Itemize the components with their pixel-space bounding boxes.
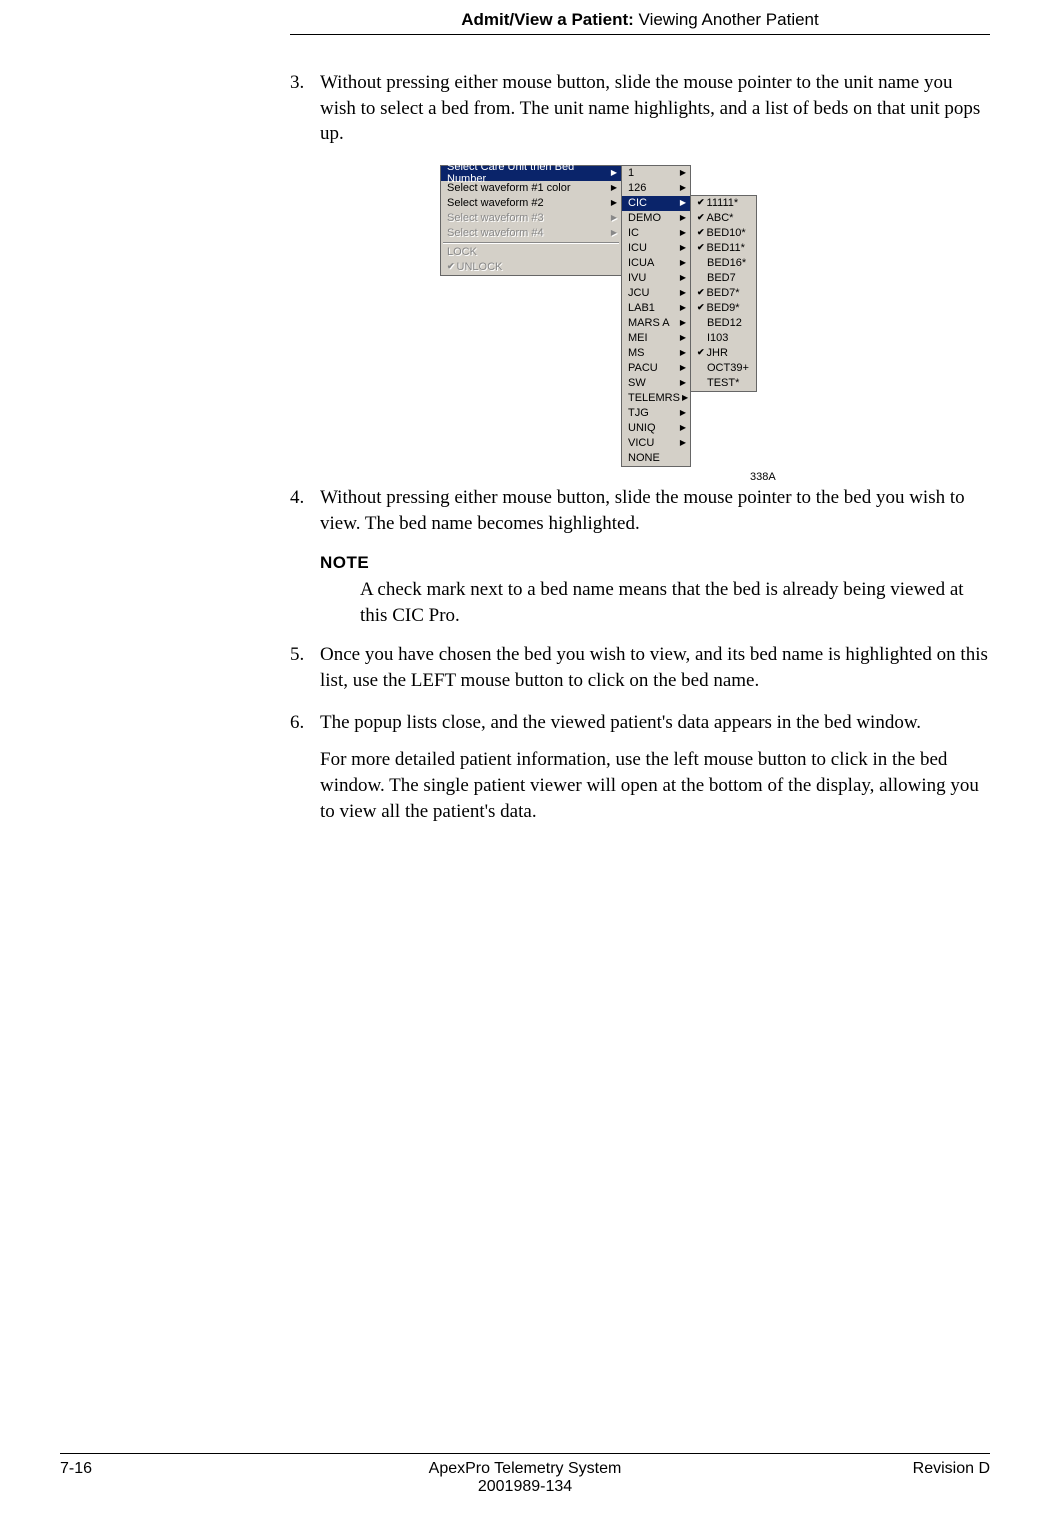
menu-item[interactable]: Select waveform #1 color▶ bbox=[441, 181, 621, 196]
step-3: 3. Without pressing either mouse button,… bbox=[290, 70, 990, 147]
unit-menu-item[interactable]: NONE bbox=[622, 451, 690, 466]
unit-menu-item[interactable]: SW▶ bbox=[622, 376, 690, 391]
main-menu: Select Care Unit then Bed Number▶Select … bbox=[440, 165, 622, 276]
unit-menu-item[interactable]: LAB1▶ bbox=[622, 301, 690, 316]
menu-item[interactable]: LOCK bbox=[441, 245, 621, 260]
menu-item[interactable]: Select Care Unit then Bed Number▶ bbox=[441, 166, 621, 181]
footer-revision: Revision D bbox=[758, 1460, 991, 1496]
step-text: The popup lists close, and the viewed pa… bbox=[320, 710, 990, 736]
note-label: NOTE bbox=[320, 552, 990, 575]
menu-item[interactable]: ✔UNLOCK bbox=[441, 260, 621, 275]
unit-menu-item[interactable]: TELEMRS▶ bbox=[622, 391, 690, 406]
unit-menu-item[interactable]: ICUA▶ bbox=[622, 256, 690, 271]
unit-menu-item[interactable]: UNIQ▶ bbox=[622, 421, 690, 436]
unit-menu-item[interactable]: IVU▶ bbox=[622, 271, 690, 286]
unit-menu-item[interactable]: 126▶ bbox=[622, 181, 690, 196]
step-text: Without pressing either mouse button, sl… bbox=[320, 485, 990, 536]
bed-menu-item[interactable]: BED16* bbox=[691, 256, 756, 271]
footer-page-num: 7-16 bbox=[60, 1460, 293, 1496]
figure-label: 338A bbox=[750, 470, 776, 485]
unit-menu-item[interactable]: JCU▶ bbox=[622, 286, 690, 301]
step-5: 5. Once you have chosen the bed you wish… bbox=[290, 642, 990, 693]
bed-menu-item[interactable]: ✔JHR bbox=[691, 346, 756, 361]
unit-menu-item[interactable]: ICU▶ bbox=[622, 241, 690, 256]
unit-menu-item[interactable]: PACU▶ bbox=[622, 361, 690, 376]
step-text: Once you have chosen the bed you wish to… bbox=[320, 642, 990, 693]
unit-menu-item[interactable]: 1▶ bbox=[622, 166, 690, 181]
content-area: 3. Without pressing either mouse button,… bbox=[290, 70, 990, 824]
step-number: 5. bbox=[290, 642, 320, 693]
unit-menu-item[interactable]: CIC▶ bbox=[622, 196, 690, 211]
unit-menu-item[interactable]: TJG▶ bbox=[622, 406, 690, 421]
extra-paragraph: For more detailed patient information, u… bbox=[320, 747, 990, 824]
step-6: 6. The popup lists close, and the viewed… bbox=[290, 710, 990, 736]
step-number: 4. bbox=[290, 485, 320, 536]
unit-menu-item[interactable]: VICU▶ bbox=[622, 436, 690, 451]
step-number: 3. bbox=[290, 70, 320, 147]
footer-docnum: 2001989-134 bbox=[293, 1478, 758, 1496]
unit-menu-item[interactable]: DEMO▶ bbox=[622, 211, 690, 226]
step-number: 6. bbox=[290, 710, 320, 736]
footer-product: ApexPro Telemetry System bbox=[293, 1460, 758, 1478]
menu-screenshot-figure: Select Care Unit then Bed Number▶Select … bbox=[440, 165, 990, 467]
bed-menu: ✔11111*✔ABC*✔BED10*✔BED11*BED16*BED7✔BED… bbox=[690, 195, 757, 392]
footer-center: ApexPro Telemetry System 2001989-134 bbox=[293, 1460, 758, 1496]
unit-menu-item[interactable]: MS▶ bbox=[622, 346, 690, 361]
bed-menu-item[interactable]: TEST* bbox=[691, 376, 756, 391]
bed-menu-item[interactable]: ✔BED7* bbox=[691, 286, 756, 301]
unit-menu-item[interactable]: MARS A▶ bbox=[622, 316, 690, 331]
menu-item[interactable]: Select waveform #2▶ bbox=[441, 196, 621, 211]
bed-menu-item[interactable]: ✔11111* bbox=[691, 196, 756, 211]
header-title-normal: Viewing Another Patient bbox=[634, 10, 819, 29]
page-header: Admit/View a Patient: Viewing Another Pa… bbox=[290, 0, 990, 35]
bed-menu-item[interactable]: OCT39+ bbox=[691, 361, 756, 376]
page-footer: 7-16 ApexPro Telemetry System 2001989-13… bbox=[60, 1453, 990, 1496]
bed-menu-item[interactable]: ✔ABC* bbox=[691, 211, 756, 226]
step-4: 4. Without pressing either mouse button,… bbox=[290, 485, 990, 536]
step-text: Without pressing either mouse button, sl… bbox=[320, 70, 990, 147]
note-body: A check mark next to a bed name means th… bbox=[360, 577, 990, 628]
bed-menu-item[interactable]: BED7 bbox=[691, 271, 756, 286]
unit-menu-item[interactable]: MEI▶ bbox=[622, 331, 690, 346]
bed-menu-item[interactable]: ✔BED10* bbox=[691, 226, 756, 241]
header-title-bold: Admit/View a Patient: bbox=[461, 10, 634, 29]
unit-menu: 1▶126▶CIC▶DEMO▶IC▶ICU▶ICUA▶IVU▶JCU▶LAB1▶… bbox=[621, 165, 691, 467]
menu-item[interactable]: Select waveform #3▶ bbox=[441, 211, 621, 226]
unit-menu-item[interactable]: IC▶ bbox=[622, 226, 690, 241]
bed-menu-item[interactable]: ✔BED9* bbox=[691, 301, 756, 316]
bed-menu-item[interactable]: I103 bbox=[691, 331, 756, 346]
bed-menu-item[interactable]: ✔BED11* bbox=[691, 241, 756, 256]
menu-item[interactable]: Select waveform #4▶ bbox=[441, 226, 621, 241]
bed-menu-item[interactable]: BED12 bbox=[691, 316, 756, 331]
